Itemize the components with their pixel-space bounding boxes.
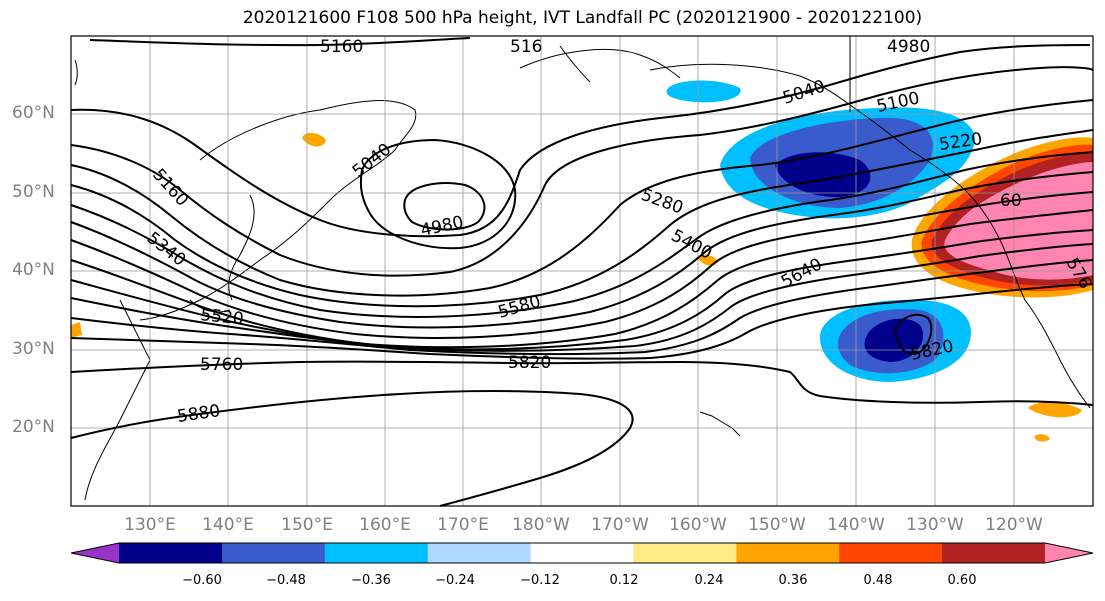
colorbar-tick-label: 0.12 xyxy=(609,573,639,588)
colorbar-tick-label: −0.48 xyxy=(266,573,306,588)
colorbar-segment xyxy=(324,543,429,563)
lon-label: 130°E xyxy=(124,515,176,535)
colorbar-tick-label: 0.60 xyxy=(947,573,977,588)
negative-anomaly-alaska xyxy=(666,80,741,103)
contour-label: 516 xyxy=(510,37,542,57)
colorbar-segment xyxy=(839,543,943,563)
lon-label: 160°W xyxy=(669,515,727,535)
lon-label: 170°E xyxy=(437,515,489,535)
lon-label: 180°W xyxy=(512,515,570,535)
colorbar-tick-label: −0.60 xyxy=(182,573,222,588)
map-title: 2020121600 F108 500 hPa height, IVT Land… xyxy=(242,8,923,28)
lat-label: 20°N xyxy=(12,417,55,437)
colorbar-tick-label: 0.36 xyxy=(778,573,808,588)
lon-label: 170°W xyxy=(591,515,649,535)
contour-label: 4980 xyxy=(887,37,930,57)
map-frame xyxy=(70,35,1094,507)
colorbar-segment xyxy=(633,543,737,563)
colorbar-segment xyxy=(119,543,223,563)
lon-label: 160°E xyxy=(359,515,411,535)
lon-label: 140°E xyxy=(202,515,254,535)
lat-label: 60°N xyxy=(12,103,55,123)
lat-label: 40°N xyxy=(12,260,55,280)
contour-label: 5160 xyxy=(320,37,363,57)
negative-anomaly-subtropics xyxy=(819,299,971,382)
negative-anomaly-north-pacific xyxy=(720,107,975,219)
colorbar-segment xyxy=(736,543,840,563)
colorbar-segment xyxy=(530,543,634,563)
contour-label: 5760 xyxy=(200,355,243,375)
colorbar-extend-max xyxy=(1045,543,1093,563)
positive-anomaly-spots xyxy=(71,132,1082,442)
colorbar-segments xyxy=(70,542,1094,564)
colorbar-tick-label: 0.24 xyxy=(694,573,724,588)
colorbar-extend-min xyxy=(71,543,119,563)
lon-label: 120°W xyxy=(985,515,1043,535)
colorbar-segment xyxy=(427,543,532,563)
graticule xyxy=(71,36,1093,506)
colorbar-tick-label: −0.12 xyxy=(520,573,560,588)
contour-label: 5520 xyxy=(199,305,244,329)
colorbar-tick-label: 0.48 xyxy=(863,573,893,588)
colorbar-tick-label: −0.36 xyxy=(351,573,391,588)
colorbar-tick-label: −0.24 xyxy=(435,573,475,588)
height-contours xyxy=(70,37,1094,507)
lat-label: 30°N xyxy=(12,339,55,359)
lon-label: 130°W xyxy=(906,515,964,535)
colorbar-outline xyxy=(70,542,1094,564)
lon-label: 140°W xyxy=(827,515,885,535)
lon-label: 150°E xyxy=(281,515,333,535)
lon-label: 150°W xyxy=(748,515,806,535)
coastlines xyxy=(74,36,1091,501)
contour-label: 5820 xyxy=(508,353,551,373)
lat-label: 50°N xyxy=(12,182,55,202)
colorbar-segment xyxy=(942,543,1046,563)
colorbar-segment xyxy=(221,543,326,563)
contour-label: 60 xyxy=(1000,191,1022,211)
